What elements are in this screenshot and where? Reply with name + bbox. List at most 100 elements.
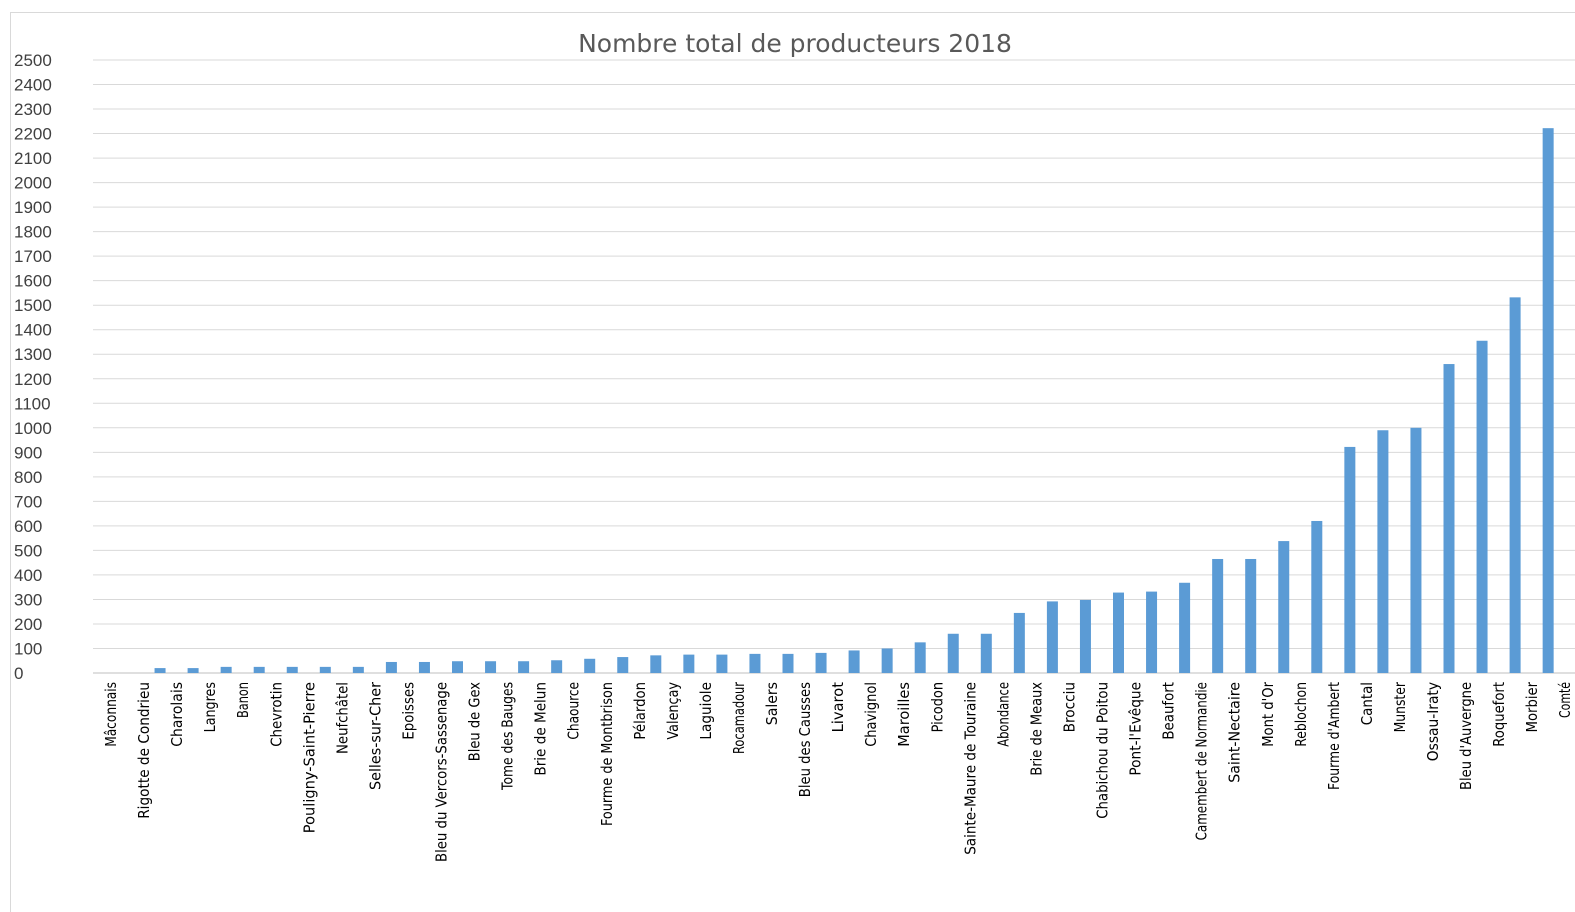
y-tick-label: 500 [14, 541, 42, 560]
x-tick-label: Epoisses [399, 682, 417, 740]
x-tick-label: Maroilles [895, 682, 913, 747]
x-tick-label: Fourme de Montbrison [598, 682, 616, 826]
bar [683, 654, 695, 673]
y-tick-label: 600 [14, 517, 42, 536]
x-tick-label: Pouligny-Saint-Pierre [300, 682, 318, 833]
y-axis-ticks: 0 100 200 300 400 500 600 700 800 900 1000 1100 1200… [14, 51, 52, 683]
y-tick-label: 2000 [14, 174, 52, 193]
bar [418, 661, 430, 673]
bar [980, 633, 992, 673]
bar [1377, 430, 1389, 673]
bar [1443, 364, 1455, 673]
x-tick-label: Livarot [829, 682, 847, 733]
x-tick-label: Chevrotin [267, 682, 285, 747]
y-tick-label: 2400 [14, 76, 52, 95]
y-tick-label: 400 [14, 566, 42, 585]
bar [881, 648, 893, 673]
bar [1212, 558, 1224, 673]
x-tick-label: Abondance [994, 682, 1012, 747]
bar [253, 666, 265, 673]
bar [551, 660, 563, 673]
x-tick-label: Bleu des Causses [796, 682, 814, 797]
x-tick-label: Fourme d'Ambert [1325, 682, 1343, 790]
x-tick-label: Banon [234, 682, 252, 718]
y-tick-label: 2300 [14, 100, 52, 119]
x-tick-label: Laguiole [697, 682, 715, 740]
gridlines [93, 59, 1575, 674]
x-axis-ticks: Mâconnais Rigotte de Condrieu Charolais Lan… [102, 681, 1574, 862]
x-tick-label: Neufchâtel [333, 682, 351, 754]
bar [782, 653, 794, 673]
bar [584, 658, 596, 673]
bar [1046, 601, 1058, 673]
x-tick-label: Mâconnais [102, 682, 120, 747]
x-tick-label: Cantal [1358, 682, 1376, 725]
bar [848, 650, 860, 673]
y-tick-label: 1700 [14, 247, 52, 266]
bar [1278, 541, 1290, 673]
x-tick-label: Bleu de Gex [466, 682, 484, 761]
bar [1146, 591, 1158, 673]
bar [749, 653, 761, 673]
x-tick-label: Comté [1556, 682, 1574, 718]
y-tick-label: 1600 [14, 272, 52, 291]
y-tick-label: 1800 [14, 223, 52, 242]
bar [716, 654, 728, 673]
bar [914, 642, 926, 673]
x-tick-label: Morbier [1523, 681, 1541, 732]
x-tick-label: Chavignol [862, 682, 880, 747]
y-tick-label: 1500 [14, 296, 52, 315]
bar [518, 661, 530, 673]
x-tick-label: Ossau-Iraty [1424, 682, 1442, 761]
y-tick-label: 2500 [14, 51, 52, 70]
x-tick-label: Pélardon [631, 682, 649, 740]
x-tick-label: Langres [201, 682, 219, 733]
bar [815, 652, 827, 673]
y-tick-label: 1000 [14, 419, 52, 438]
x-tick-label: Roquefort [1490, 682, 1508, 747]
y-tick-label: 800 [14, 468, 42, 487]
x-tick-label: Reblochon [1292, 682, 1310, 747]
x-tick-label: Sainte-Maure de Touraine [961, 682, 979, 855]
y-tick-label: 1100 [14, 394, 51, 413]
x-tick-label: Pont-l'Evêque [1127, 682, 1145, 776]
x-tick-label: Brie de Melun [532, 682, 550, 776]
bar [286, 666, 298, 673]
y-tick-label: 1900 [14, 198, 52, 217]
y-tick-label: 1300 [14, 345, 52, 364]
x-tick-label: Chaource [565, 682, 583, 740]
y-tick-label: 2100 [14, 149, 52, 168]
y-tick-label: 100 [14, 639, 42, 658]
x-tick-label: Bleu du Vercors-Sassenage [433, 682, 451, 862]
bar [1013, 612, 1025, 673]
bar [947, 633, 959, 673]
y-tick-label: 900 [14, 443, 42, 462]
bar [452, 661, 463, 673]
bar [1245, 558, 1257, 673]
bar [319, 666, 331, 673]
bar [617, 657, 629, 673]
bar [1410, 427, 1422, 673]
bar [352, 666, 364, 673]
bars [154, 128, 1554, 674]
x-tick-label: Valençay [664, 682, 682, 740]
bar [1179, 582, 1191, 673]
y-tick-label: 200 [14, 615, 42, 634]
bar [385, 661, 397, 673]
x-tick-label: Chabichou du Poitou [1094, 682, 1112, 819]
x-tick-label: Tome des Bauges [499, 682, 517, 791]
bar [220, 666, 232, 673]
y-tick-label: 300 [14, 590, 42, 609]
x-tick-label: Brocciu [1060, 682, 1078, 732]
bar [1509, 297, 1521, 673]
y-tick-label: 0 [14, 664, 23, 683]
bar [187, 668, 199, 673]
y-tick-label: 1200 [14, 370, 52, 389]
bar [1311, 520, 1323, 673]
x-tick-label: Mont d'Or [1259, 681, 1277, 747]
bar [650, 655, 662, 673]
x-tick-label: Beaufort [1160, 682, 1178, 740]
x-tick-label: Rocamadour [730, 681, 748, 754]
x-tick-label: Picodon [928, 682, 946, 732]
